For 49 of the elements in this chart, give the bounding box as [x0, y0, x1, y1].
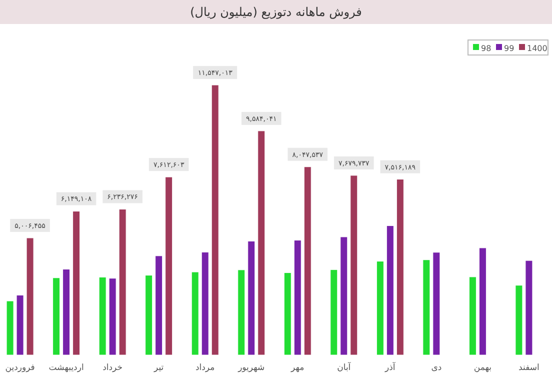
bar: [26, 238, 34, 356]
x-tick-label: اردیبهشت: [48, 363, 84, 373]
bar: [304, 166, 312, 356]
legend-label: 98: [481, 44, 492, 53]
legend-label: 99: [504, 44, 514, 53]
bar: [294, 240, 302, 356]
bar: [201, 252, 209, 356]
bar: [108, 278, 116, 356]
bar: [118, 208, 126, 356]
bar: [515, 285, 523, 356]
bar: [340, 236, 348, 356]
x-tick-label: تیر: [153, 363, 164, 373]
bar: [98, 276, 106, 356]
x-tick-label: آذر: [384, 362, 396, 373]
bar: [330, 269, 338, 356]
x-tick-label: مهر: [290, 363, 304, 373]
bar: [248, 240, 256, 356]
x-tick-label: اسفند: [518, 363, 540, 373]
bar: [211, 84, 219, 356]
x-tick-label: بهمن: [474, 363, 492, 373]
bar: [258, 130, 266, 356]
bar: [350, 175, 358, 356]
bar: [386, 225, 394, 356]
x-tick-label: دی: [431, 363, 442, 373]
bar: [155, 256, 163, 356]
bar: [145, 275, 153, 356]
bar: [376, 260, 384, 356]
bar: [16, 294, 24, 356]
bar: [478, 248, 486, 356]
chart-title: فروش ماهانه دتوزیع (میلیون ریال): [190, 5, 362, 19]
bar: [432, 252, 440, 356]
bar: [52, 278, 60, 356]
x-tick-label: خرداد: [102, 363, 123, 373]
bar: [468, 276, 476, 356]
bar: [525, 260, 533, 356]
bar: [284, 272, 292, 356]
bar: [422, 260, 430, 356]
x-tick-label: فروردین: [5, 363, 35, 373]
x-tick-label: مرداد: [196, 363, 215, 373]
bar: [165, 176, 173, 356]
bar: [191, 272, 199, 356]
bar: [396, 179, 404, 356]
bar: [6, 300, 14, 356]
bar: [62, 268, 70, 356]
x-tick-label: شهریور: [237, 363, 265, 373]
bar: [72, 210, 80, 356]
x-tick-label: آبان: [337, 362, 352, 373]
bar: [238, 270, 246, 356]
legend-label: 1400: [527, 44, 548, 53]
